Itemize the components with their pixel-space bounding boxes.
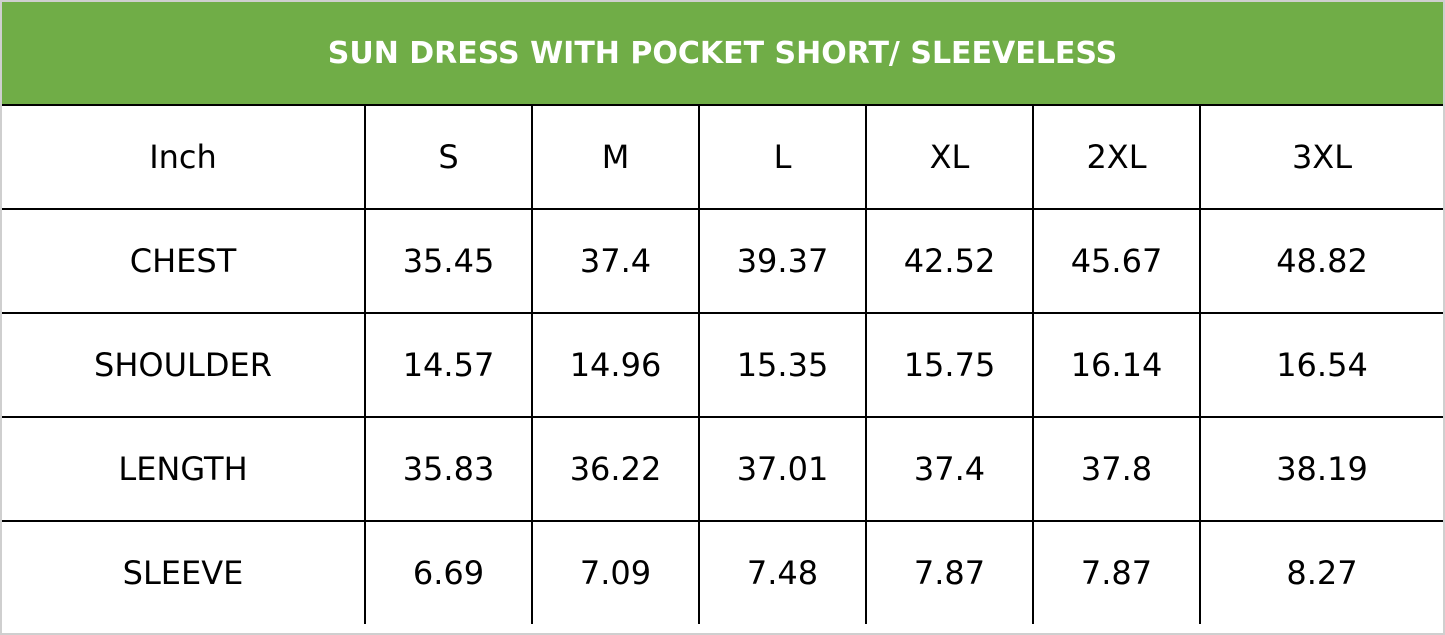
header-row: Inch S M L XL 2XL 3XL <box>2 104 1443 210</box>
table-cell: 7.87 <box>865 520 1034 624</box>
table-cell: 45.67 <box>1032 208 1201 314</box>
table-cell: 7.48 <box>698 520 867 624</box>
table-cell: 39.37 <box>698 208 867 314</box>
table-cell: 7.87 <box>1032 520 1201 624</box>
table-cell: 14.57 <box>364 312 533 418</box>
table-cell: 37.01 <box>698 416 867 522</box>
table-cell: 16.14 <box>1032 312 1201 418</box>
column-header: 2XL <box>1032 104 1201 210</box>
row-label: SLEEVE <box>2 520 366 624</box>
row-label: SHOULDER <box>2 312 366 418</box>
row-label: CHEST <box>2 208 366 314</box>
column-header: Inch <box>2 104 366 210</box>
table-cell: 15.35 <box>698 312 867 418</box>
table-cell: 42.52 <box>865 208 1034 314</box>
column-header: S <box>364 104 533 210</box>
table-row: SHOULDER 14.57 14.96 15.35 15.75 16.14 16.54 <box>2 312 1443 418</box>
table-cell: 48.82 <box>1199 208 1443 314</box>
table-row: SLEEVE 6.69 7.09 7.48 7.87 7.87 8.27 <box>2 520 1443 624</box>
table-cell: 37.8 <box>1032 416 1201 522</box>
table-cell: 37.4 <box>865 416 1034 522</box>
column-header: XL <box>865 104 1034 210</box>
table-cell: 35.83 <box>364 416 533 522</box>
table-cell: 35.45 <box>364 208 533 314</box>
size-table: Inch S M L XL 2XL 3XL CHEST 35.45 37.4 39.37 42.52 4… <box>2 104 1443 624</box>
table-row: CHEST 35.45 37.4 39.37 42.52 45.67 48.82 <box>2 208 1443 314</box>
table-cell: 8.27 <box>1199 520 1443 624</box>
table-cell: 16.54 <box>1199 312 1443 418</box>
table-cell: 37.4 <box>531 208 700 314</box>
table-cell: 7.09 <box>531 520 700 624</box>
table-cell: 15.75 <box>865 312 1034 418</box>
table-row: LENGTH 35.83 36.22 37.01 37.4 37.8 38.19 <box>2 416 1443 522</box>
table-cell: 14.96 <box>531 312 700 418</box>
column-header: M <box>531 104 700 210</box>
row-label: LENGTH <box>2 416 366 522</box>
column-header: L <box>698 104 867 210</box>
table-cell: 6.69 <box>364 520 533 624</box>
column-header: 3XL <box>1199 104 1443 210</box>
table-cell: 38.19 <box>1199 416 1443 522</box>
table-cell: 36.22 <box>531 416 700 522</box>
chart-title: SUN DRESS WITH POCKET SHORT/ SLEEVELESS <box>2 2 1443 104</box>
